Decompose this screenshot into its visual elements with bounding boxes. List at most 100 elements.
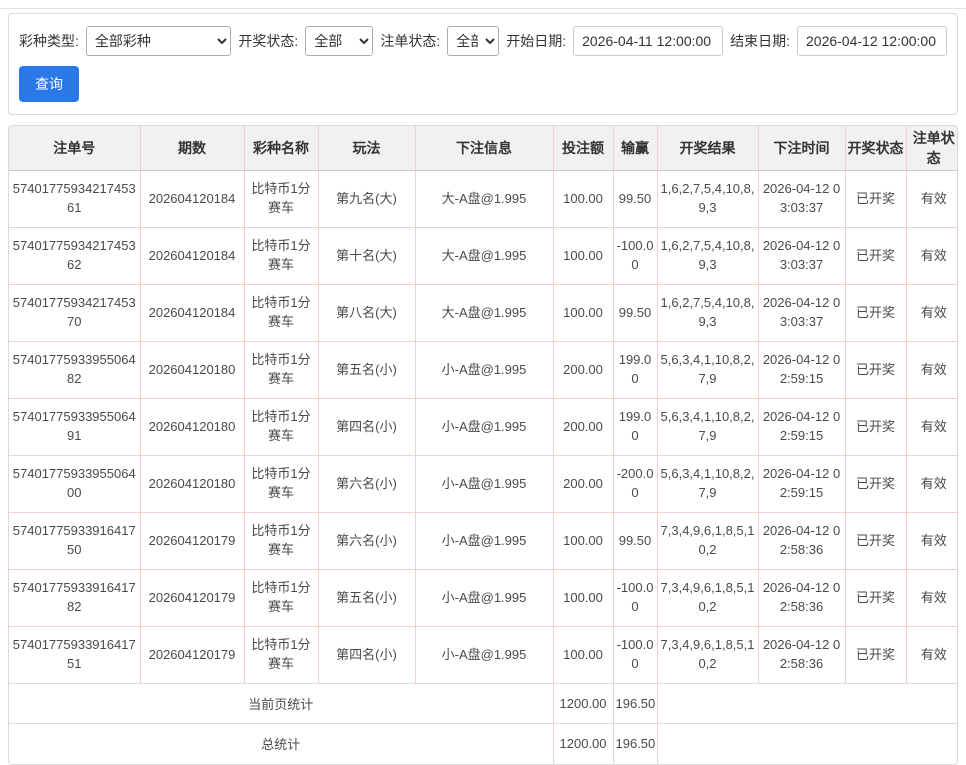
winloss-cell: 199.00 [613,398,658,456]
lottery-name-cell: 比特币1分赛车 [244,170,319,228]
bet-records-table: 注单号 期数 彩种名称 玩法 下注信息 投注额 输赢 开奖结果 下注时间 开奖状… [9,126,957,764]
order-status-cell: 有效 [906,455,957,513]
order-status-cell: 有效 [906,341,957,399]
period-cell: 202604120184 [140,227,245,285]
bet-info-cell: 小-A盘@1.995 [415,626,554,684]
draw-status-cell: 已开奖 [845,284,907,342]
bet-time-cell: 2026-04-12 03:03:37 [758,284,846,342]
table-row: 5740177593391641782 202604120179 比特币1分赛车… [9,569,957,627]
order-status-cell: 有效 [906,170,957,228]
draw-status-cell: 已开奖 [845,512,907,570]
draw-result-cell: 7,3,4,9,6,1,8,5,10,2 [657,626,759,684]
bet-info-cell: 小-A盘@1.995 [415,398,554,456]
period-cell: 202604120184 [140,284,245,342]
lottery-name-cell: 比特币1分赛车 [244,455,319,513]
order-status-cell: 有效 [920,646,947,662]
bet-time-cell: 2026-04-12 03:03:37 [758,227,846,285]
table-body: 5740177593421745361 202604120184 比特币1分赛车… [9,170,957,684]
bet-time-cell: 2026-04-12 02:58:36 [758,626,846,684]
bet-time-cell: 2026-04-12 02:58:36 [758,512,846,570]
play-type-cell: 第九名(大) [318,170,416,228]
winloss-cell: 199.00 [613,341,658,399]
order-status-cell: 有效 [906,284,957,342]
query-button[interactable]: 查询 [19,66,79,102]
top-divider [0,8,966,9]
table-row: 5740177593391641750 202604120179 比特币1分赛车… [9,512,957,570]
table-row: 5740177593395506400 202604120180 比特币1分赛车… [9,455,957,513]
period-cell: 202604120179 [140,512,245,570]
draw-status-cell: 已开奖 [845,626,907,684]
end-date-input[interactable] [797,26,947,56]
period-cell: 202604120184 [140,170,245,228]
winloss-cell: 99.50 [613,170,658,228]
draw-result-cell: 1,6,2,7,5,4,10,8,9,3 [657,284,759,342]
order-status-cell: 有效 [906,569,957,627]
order-status-select[interactable]: 全部 [447,26,500,56]
lottery-name-cell: 比特币1分赛车 [244,626,319,684]
bet-amount-cell: 100.00 [553,227,614,285]
winloss-cell: 99.50 [613,284,658,342]
winloss-cell: -100.00 [613,569,658,627]
lottery-name-cell: 比特币1分赛车 [244,512,319,570]
order-status-cell: 有效 [906,512,957,570]
draw-result-cell: 5,6,3,4,1,10,8,2,7,9 [657,455,759,513]
bet-id-cell: 5740177593391641750 [9,512,141,570]
col-header-period: 期数 [140,126,245,171]
period-cell: 202604120179 [140,569,245,627]
filter-row: 彩种类型: 全部彩种 开奖状态: 全部 注单状态: 全部 开始日期: 结束日期: [19,26,947,56]
lottery-type-label: 彩种类型: [19,33,79,49]
order-status-cell: 有效 [906,227,957,285]
current-page-winloss-total: 196.50 [613,683,658,724]
bet-amount-cell: 200.00 [553,341,614,399]
draw-status-label: 开奖状态: [238,33,299,49]
draw-result-cell: 5,6,3,4,1,10,8,2,7,9 [657,341,759,399]
bet-id-cell: 5740177593421745370 [9,284,141,342]
start-date-label: 开始日期: [506,33,567,49]
bet-amount-cell: 200.00 [553,455,614,513]
lottery-name-cell: 比特币1分赛车 [244,227,319,285]
draw-result-cell: 7,3,4,9,6,1,8,5,10,2 [657,512,759,570]
period-cell: 202604120180 [140,455,245,513]
draw-result-cell: 7,3,4,9,6,1,8,5,10,2 [657,569,759,627]
lottery-name-cell: 比特币1分赛车 [244,398,319,456]
lottery-type-select[interactable]: 全部彩种 [85,26,232,56]
bet-id-cell: 5740177593391641751 [9,626,141,684]
table-row: 5740177593421745370 202604120184 比特币1分赛车… [9,284,957,342]
bet-time-cell: 2026-04-12 02:59:15 [758,341,846,399]
bet-info-cell: 小-A盘@1.995 [415,341,554,399]
draw-result-cell: 1,6,2,7,5,4,10,8,9,3 [657,227,759,285]
period-cell: 202604120180 [140,398,245,456]
current-page-summary-row: 当前页统计 1200.00 196.50 [9,683,957,724]
end-date-label: 结束日期: [730,33,790,49]
table-row: 5740177593421745362 202604120184 比特币1分赛车… [9,227,957,285]
current-page-summary-label: 当前页统计 [9,683,554,724]
filter-panel: 彩种类型: 全部彩种 开奖状态: 全部 注单状态: 全部 开始日期: 结束日期:… [8,13,958,115]
bet-time-cell: 2026-04-12 02:59:15 [758,455,846,513]
bet-id-cell: 5740177593395506491 [9,398,141,456]
col-header-bet-id: 注单号 [9,126,141,171]
bet-amount-cell: 100.00 [553,569,614,627]
draw-status-select[interactable]: 全部 [305,26,374,56]
period-cell: 202604120180 [140,341,245,399]
play-type-cell: 第五名(小) [318,341,416,399]
table-row: 5740177593395506482 202604120180 比特币1分赛车… [9,341,957,399]
col-header-winloss: 输赢 [613,126,658,171]
draw-status-cell: 已开奖 [845,455,907,513]
table-row: 5740177593421745361 202604120184 比特币1分赛车… [9,170,957,228]
button-row: 查询 [19,66,947,102]
bet-info-cell: 小-A盘@1.995 [415,455,554,513]
start-date-input[interactable] [573,26,724,56]
play-type-cell: 第五名(小) [318,569,416,627]
bet-id-cell: 5740177593391641782 [9,569,141,627]
current-page-bet-total: 1200.00 [553,683,614,724]
draw-result-cell: 5,6,3,4,1,10,8,2,7,9 [657,398,759,456]
lottery-name-cell: 比特币1分赛车 [244,284,319,342]
draw-status-cell: 已开奖 [845,341,907,399]
table-row: 5740177593395506491 202604120180 比特币1分赛车… [9,398,957,456]
play-type-cell: 第十名(大) [318,227,416,285]
bet-info-cell: 小-A盘@1.995 [415,569,554,627]
bet-id-cell: 5740177593395506482 [9,341,141,399]
bet-id-cell: 5740177593421745362 [9,227,141,285]
col-header-play-type: 玩法 [318,126,416,171]
winloss-cell: -100.00 [613,626,658,684]
